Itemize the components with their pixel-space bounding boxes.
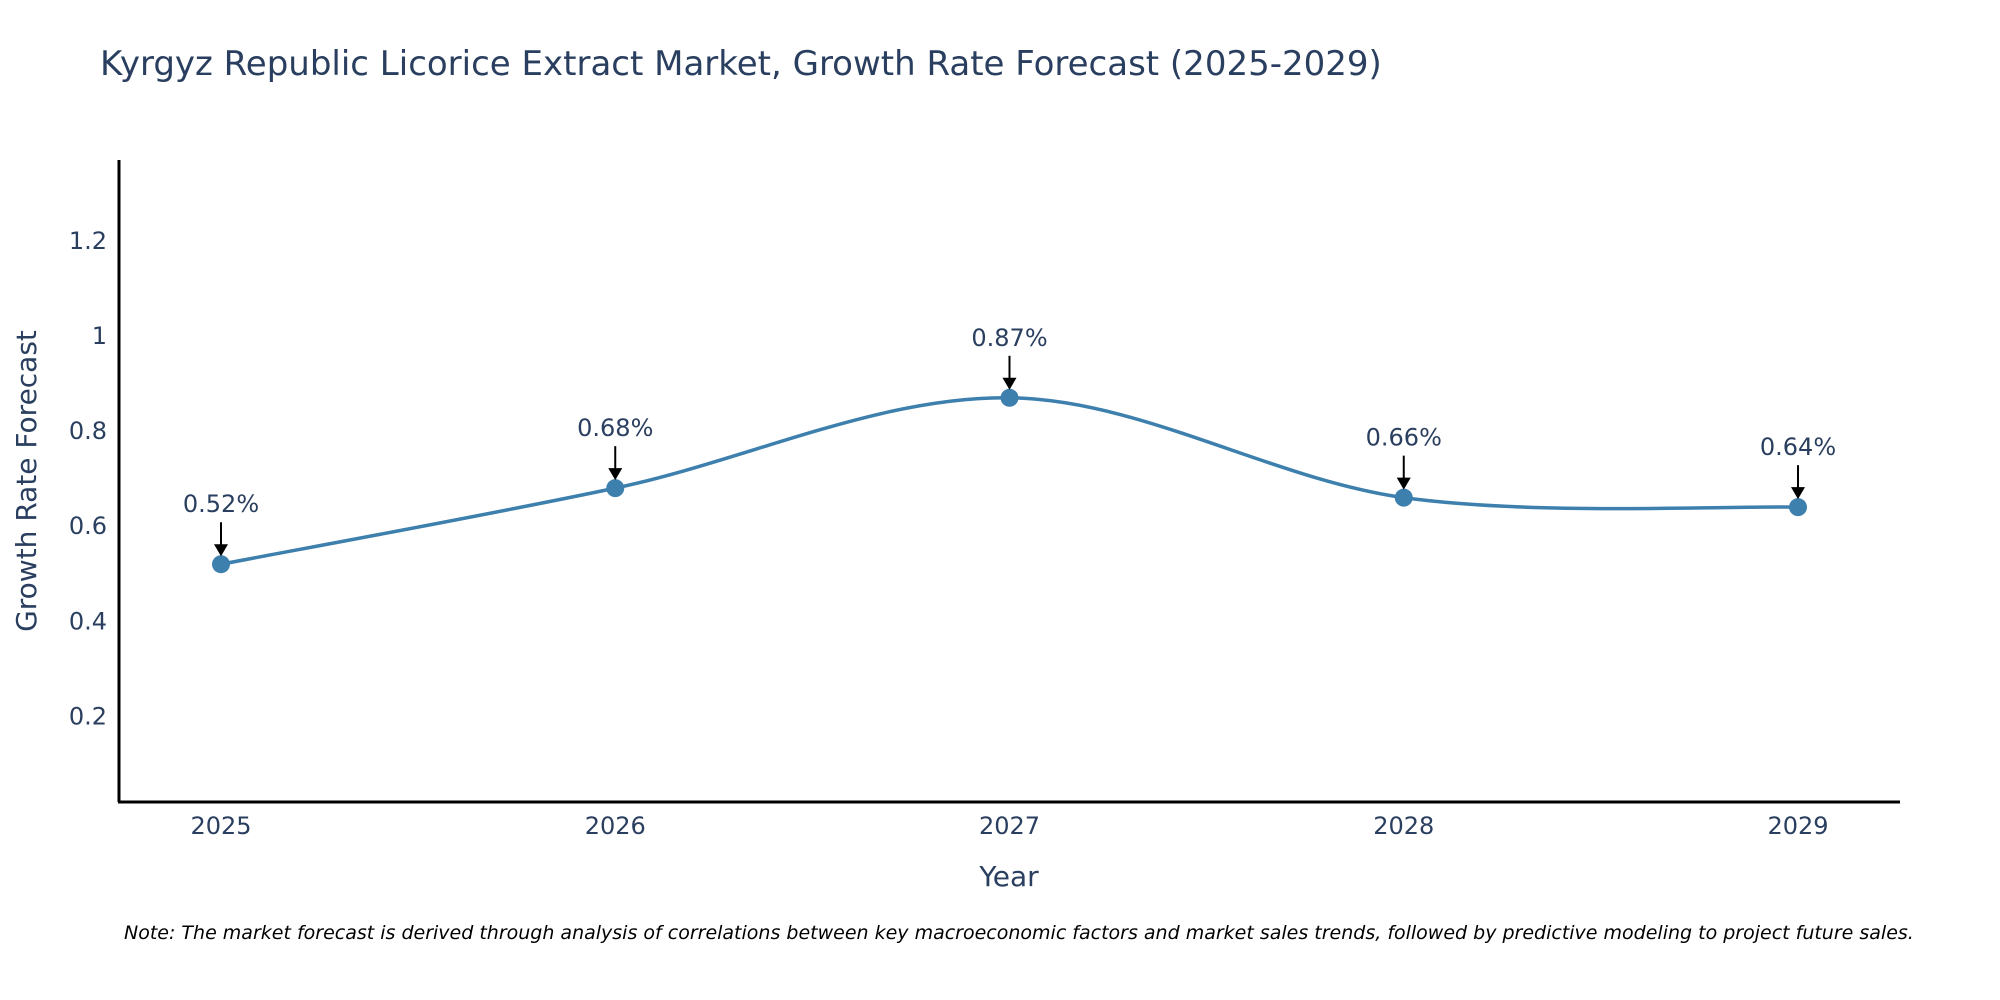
x-axis-title: Year <box>978 860 1039 893</box>
x-tick-labels: 2025 2026 2027 2028 2029 <box>190 812 1828 840</box>
y-tick-label: 0.4 <box>69 607 107 635</box>
y-tick-labels: 0.2 0.4 0.6 0.8 1 1.2 <box>69 227 107 731</box>
data-point <box>1394 488 1413 507</box>
annotation-arrow-head <box>1396 477 1411 490</box>
y-tick-label: 0.6 <box>69 512 107 540</box>
data-label: 0.66% <box>1366 424 1442 452</box>
footnote: Note: The market forecast is derived thr… <box>124 922 1914 944</box>
x-tick-label: 2028 <box>1373 812 1434 840</box>
data-point <box>1789 498 1807 517</box>
x-tick-label: 2029 <box>1767 812 1828 840</box>
annotation-arrow-head <box>1002 377 1017 390</box>
data-label: 0.52% <box>183 490 259 518</box>
data-point <box>606 479 625 498</box>
chart-title: Kyrgyz Republic Licorice Extract Market,… <box>100 44 1382 84</box>
y-tick-label: 1.2 <box>69 227 107 255</box>
annotation-arrow-head <box>214 544 228 557</box>
data-point <box>212 555 230 574</box>
annotation-arrow-head <box>1791 487 1805 500</box>
series-markers <box>212 388 1807 574</box>
x-tick-label: 2026 <box>585 812 646 840</box>
y-axis-title: Growth Rate Forecast <box>10 330 43 632</box>
data-label: 0.64% <box>1760 433 1836 461</box>
y-tick-label: 1 <box>92 322 107 350</box>
x-tick-label: 2027 <box>979 812 1040 840</box>
data-labels: 0.52% 0.68% 0.87% 0.66% 0.64% <box>183 324 1836 557</box>
data-label: 0.68% <box>577 414 653 442</box>
y-tick-label: 0.2 <box>69 702 107 730</box>
x-tick-label: 2025 <box>190 812 251 840</box>
data-label: 0.87% <box>971 324 1047 352</box>
y-tick-label: 0.8 <box>69 417 107 445</box>
annotation-arrow-head <box>608 468 623 481</box>
series-line <box>220 396 1799 566</box>
data-point <box>1000 388 1019 407</box>
